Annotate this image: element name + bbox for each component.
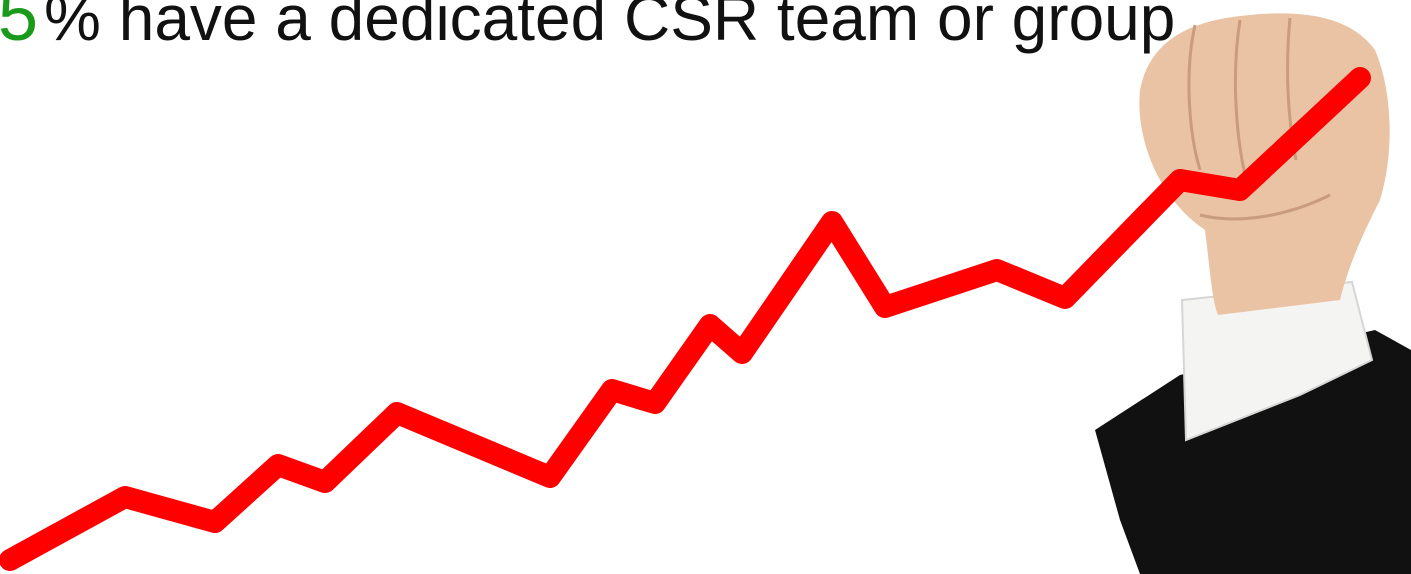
headline-number: 5: [0, 0, 38, 56]
headline-text: % have a dedicated CSR team or group: [44, 0, 1175, 54]
sleeve: [1095, 330, 1411, 574]
thumb-line: [1199, 193, 1331, 221]
hand-illustration: [1095, 13, 1411, 574]
headline: 5% have a dedicated CSR team or group: [0, 0, 1175, 56]
trend-line: [0, 67, 1371, 571]
